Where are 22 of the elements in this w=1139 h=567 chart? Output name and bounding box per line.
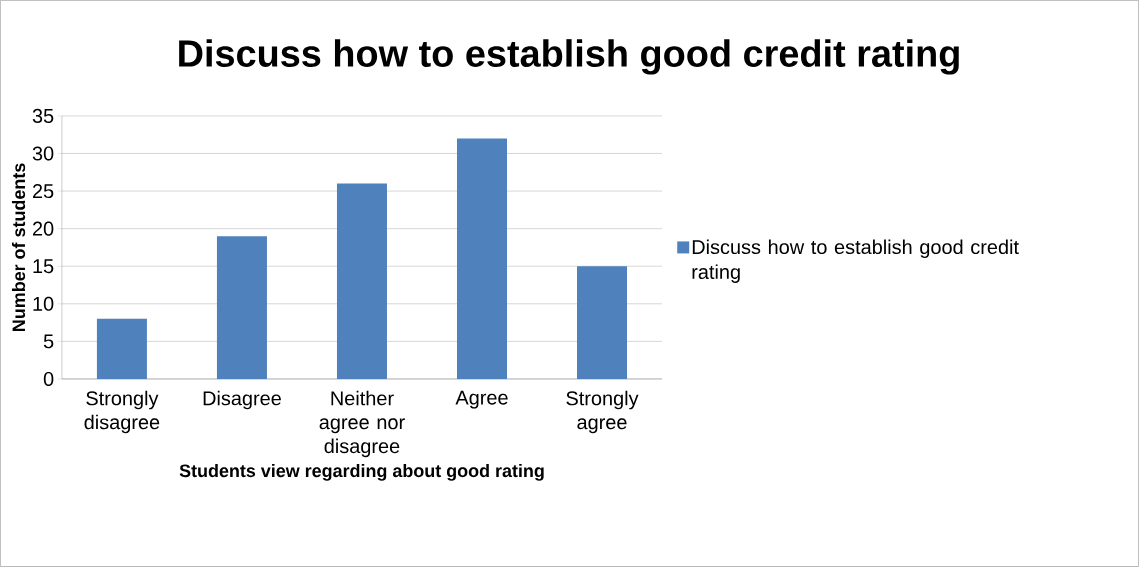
x-tick-label: Agree <box>455 390 508 409</box>
y-tick-label: 25 <box>32 184 54 199</box>
bar <box>456 138 507 379</box>
y-tick-label: 35 <box>32 108 54 123</box>
y-tick-label: 30 <box>32 146 54 161</box>
y-tick-label: 5 <box>43 334 54 349</box>
bar <box>577 266 628 379</box>
x-tick-label: Strongly agree <box>566 390 639 434</box>
x-tick-label: Disagree <box>203 390 281 410</box>
bar <box>336 183 387 379</box>
y-tick-label: 15 <box>33 259 54 274</box>
y-tick-label: 20 <box>32 221 54 236</box>
x-axis-title: Students view regarding about good rating <box>179 464 544 481</box>
bar <box>216 236 267 379</box>
x-tick-label: Neither agree nor disagree <box>319 390 405 458</box>
y-axis-title: Number of students <box>11 163 26 331</box>
legend-label: Discuss how to establish good credit rating <box>692 239 1019 283</box>
y-tick-label: 0 <box>43 371 54 387</box>
bar <box>96 318 147 379</box>
chart-title: Discuss how to establish good credit rating <box>179 39 959 75</box>
y-tick-label: 10 <box>33 296 54 311</box>
x-tick-label: Strongly disagree <box>84 390 160 434</box>
